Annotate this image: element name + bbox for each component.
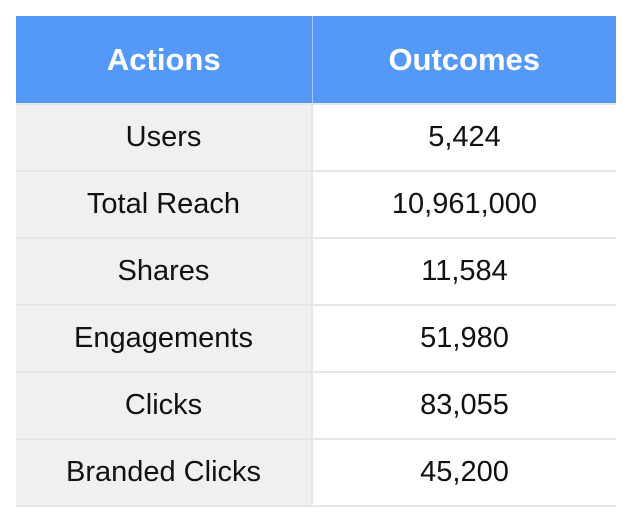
action-cell: Clicks xyxy=(16,371,313,439)
table-row: Users 5,424 xyxy=(16,103,616,171)
action-cell: Branded Clicks xyxy=(16,438,313,507)
table-row: Total Reach 10,961,000 xyxy=(16,170,616,238)
outcome-cell: 45,200 xyxy=(312,438,616,507)
table-row: Clicks 83,055 xyxy=(16,371,616,439)
results-table: Actions Outcomes Users 5,424 Total Reach… xyxy=(16,16,616,507)
results-table-container: Actions Outcomes Users 5,424 Total Reach… xyxy=(16,16,616,507)
outcome-cell: 51,980 xyxy=(312,304,616,372)
header-outcomes: Outcomes xyxy=(312,16,616,104)
action-cell: Engagements xyxy=(16,304,313,372)
table-header-row: Actions Outcomes xyxy=(16,16,616,104)
outcome-cell: 10,961,000 xyxy=(312,170,616,238)
header-actions: Actions xyxy=(16,16,313,104)
outcome-cell: 11,584 xyxy=(312,237,616,305)
table-row: Branded Clicks 45,200 xyxy=(16,438,616,507)
table-row: Engagements 51,980 xyxy=(16,304,616,372)
action-cell: Users xyxy=(16,103,313,171)
outcome-cell: 83,055 xyxy=(312,371,616,439)
outcome-cell: 5,424 xyxy=(312,103,616,171)
table-row: Shares 11,584 xyxy=(16,237,616,305)
action-cell: Shares xyxy=(16,237,313,305)
action-cell: Total Reach xyxy=(16,170,313,238)
